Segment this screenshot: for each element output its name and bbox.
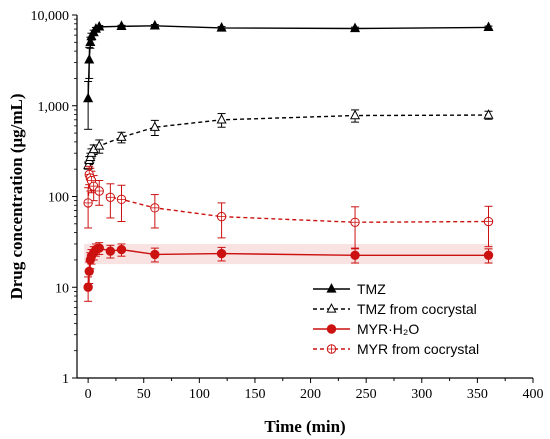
legend-label: MYR from cocrystal	[357, 341, 479, 357]
data-point-marker	[84, 54, 95, 64]
series-layer	[83, 19, 494, 302]
data-point-marker	[483, 21, 494, 32]
legend-label: TMZ	[357, 281, 386, 297]
data-point-marker	[94, 20, 105, 31]
x-tick-label: 400	[523, 387, 544, 402]
data-point-marker	[149, 19, 160, 30]
data-point-marker	[150, 249, 160, 260]
data-point-marker	[83, 198, 93, 208]
x-axis-label: Time (min)	[264, 417, 345, 436]
x-tick-label: 300	[411, 387, 432, 402]
data-point-marker	[326, 344, 337, 354]
legend-label: TMZ from cocrystal	[357, 301, 477, 317]
series-1	[83, 109, 494, 170]
x-tick-label: 50	[137, 387, 151, 402]
error-bar	[484, 205, 493, 248]
data-point-marker	[83, 92, 94, 103]
x-tick-label: 0	[85, 387, 92, 402]
data-point-marker	[326, 283, 337, 293]
data-point-marker	[326, 303, 337, 313]
data-point-marker	[116, 194, 127, 205]
data-point-marker	[483, 216, 494, 227]
data-point-marker	[116, 20, 127, 30]
x-tick-label: 100	[189, 387, 210, 402]
legend-item-2: MYR·H₂O	[313, 321, 419, 337]
series-2	[83, 242, 494, 302]
series-0	[83, 19, 494, 130]
data-point-marker	[94, 243, 104, 253]
x-tick-label: 200	[300, 387, 321, 402]
data-point-marker	[483, 250, 494, 260]
data-point-marker	[94, 140, 105, 150]
plot-background	[77, 15, 533, 378]
y-axis-label: Drug concentration (μg/mL)	[7, 93, 26, 299]
data-point-marker	[150, 203, 160, 213]
data-point-marker	[85, 36, 96, 46]
legend-item-0: TMZ	[313, 281, 386, 297]
data-point-marker	[350, 22, 361, 33]
data-point-marker	[216, 113, 227, 124]
data-point-marker	[94, 186, 104, 196]
data-point-marker	[84, 266, 94, 276]
data-point-marker	[83, 282, 93, 292]
x-tick-label: 250	[356, 387, 377, 402]
data-point-marker	[216, 211, 227, 222]
data-point-marker	[216, 22, 227, 32]
error-bar	[351, 206, 360, 249]
data-point-marker	[350, 250, 360, 260]
data-point-marker	[105, 192, 116, 202]
y-tick-label: 10	[55, 281, 69, 296]
series-3	[83, 165, 494, 249]
data-point-marker	[116, 244, 127, 255]
y-tick-label: 10,000	[31, 9, 70, 24]
plot-area	[77, 15, 533, 378]
legend-item-3: MYR from cocrystal	[313, 341, 479, 357]
data-point-marker	[483, 109, 494, 119]
y-tick-label: 1	[62, 372, 69, 387]
y-tick-label: 1,000	[38, 100, 70, 115]
legend-item-1: TMZ from cocrystal	[313, 301, 477, 317]
data-point-marker	[350, 109, 361, 120]
x-tick-label: 150	[244, 387, 265, 402]
y-tick-label: 100	[48, 191, 69, 206]
data-point-marker	[326, 324, 337, 334]
data-point-marker	[350, 217, 360, 227]
x-tick-label: 350	[467, 387, 488, 402]
legend: TMZ TMZ from cocrystal MYR·H₂O MYR from coc…	[313, 281, 479, 357]
data-point-marker	[116, 131, 127, 141]
axes-layer: 0 50 100 150 200 250 300 350 400 1 10 100 1,000 10,00…	[31, 9, 544, 402]
legend-label: MYR·H₂O	[357, 321, 419, 337]
data-point-marker	[105, 246, 116, 256]
data-point-marker	[149, 121, 160, 131]
data-point-marker	[216, 248, 227, 259]
